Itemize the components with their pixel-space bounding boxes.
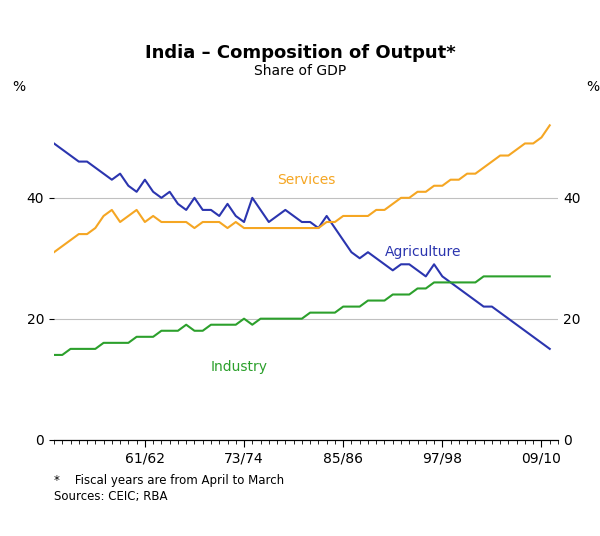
Text: %: % — [587, 80, 600, 94]
Text: India – Composition of Output*: India – Composition of Output* — [145, 43, 455, 62]
Text: Share of GDP: Share of GDP — [254, 64, 346, 78]
Text: *    Fiscal years are from April to March: * Fiscal years are from April to March — [54, 474, 284, 487]
Text: Sources: CEIC; RBA: Sources: CEIC; RBA — [54, 490, 167, 503]
Text: Industry: Industry — [211, 360, 268, 374]
Text: Services: Services — [277, 173, 335, 187]
Text: Agriculture: Agriculture — [385, 245, 461, 259]
Text: %: % — [12, 80, 25, 94]
